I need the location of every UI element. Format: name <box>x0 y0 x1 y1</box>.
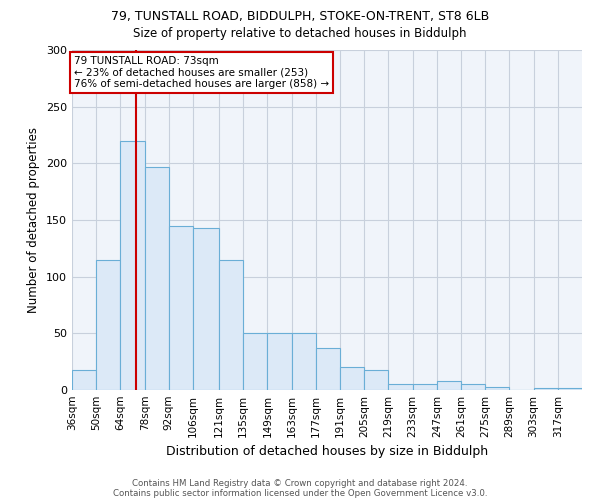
Bar <box>558 388 582 390</box>
Bar <box>121 140 145 390</box>
Text: Contains HM Land Registry data © Crown copyright and database right 2024.: Contains HM Land Registry data © Crown c… <box>132 478 468 488</box>
Bar <box>219 260 243 390</box>
Bar <box>96 260 121 390</box>
Bar <box>533 388 558 390</box>
Bar <box>243 334 268 390</box>
Bar <box>461 384 485 390</box>
Text: 79 TUNSTALL ROAD: 73sqm
← 23% of detached houses are smaller (253)
76% of semi-d: 79 TUNSTALL ROAD: 73sqm ← 23% of detache… <box>74 56 329 89</box>
Bar <box>437 381 461 390</box>
Bar <box>268 334 292 390</box>
Bar <box>193 228 219 390</box>
Text: 79, TUNSTALL ROAD, BIDDULPH, STOKE-ON-TRENT, ST8 6LB: 79, TUNSTALL ROAD, BIDDULPH, STOKE-ON-TR… <box>111 10 489 23</box>
Bar <box>388 384 413 390</box>
Bar <box>413 384 437 390</box>
Bar <box>72 370 96 390</box>
Bar <box>340 368 364 390</box>
Bar <box>292 334 316 390</box>
Bar <box>169 226 193 390</box>
Bar <box>145 166 169 390</box>
Y-axis label: Number of detached properties: Number of detached properties <box>28 127 40 313</box>
Bar <box>485 386 509 390</box>
Text: Contains public sector information licensed under the Open Government Licence v3: Contains public sector information licen… <box>113 488 487 498</box>
Text: Size of property relative to detached houses in Biddulph: Size of property relative to detached ho… <box>133 28 467 40</box>
Bar <box>316 348 340 390</box>
Bar <box>364 370 388 390</box>
X-axis label: Distribution of detached houses by size in Biddulph: Distribution of detached houses by size … <box>166 446 488 458</box>
